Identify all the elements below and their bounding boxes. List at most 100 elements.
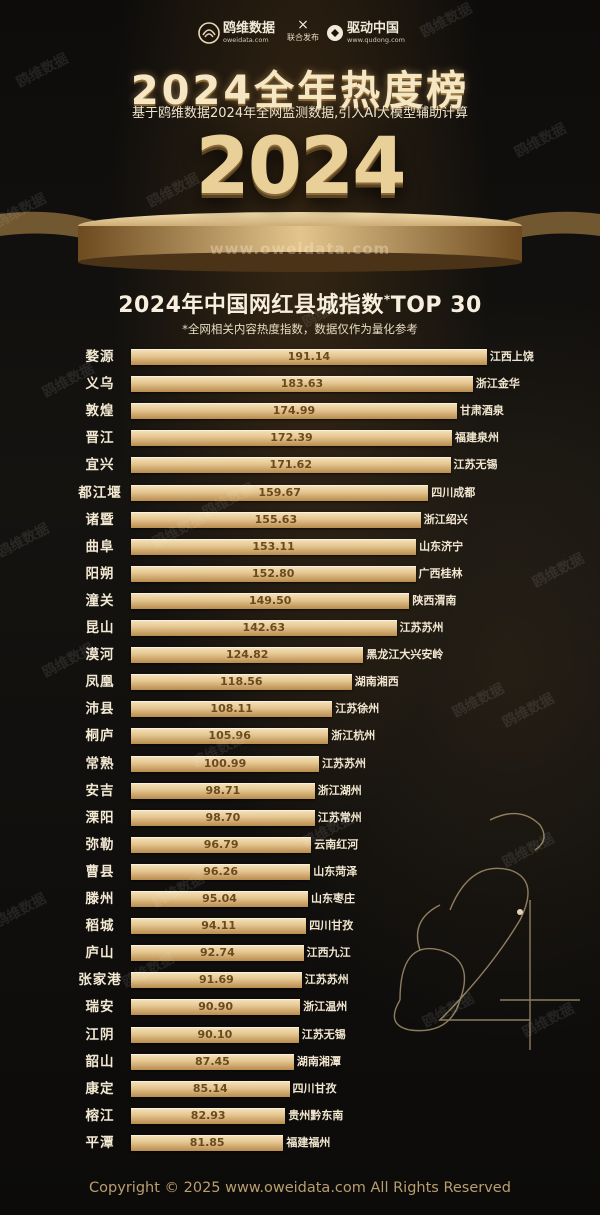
table-row: 江阴 90.10 江苏无锡 [0,1024,600,1046]
chart-title-tail: TOP 30 [390,293,482,318]
city-label: 曹县 [85,863,115,880]
region-label: 福建泉州 [454,431,499,445]
region-label: 江苏常州 [317,810,362,824]
table-row: 阳朔 152.80 广西桂林 [0,563,600,585]
qudong-logo-icon [327,25,343,41]
region-label: 浙江杭州 [331,729,376,743]
region-label: 湖南湘西 [354,675,399,689]
bar [131,836,312,853]
bar-value-label: 172.39 [270,431,313,445]
chart-title-star: * [383,292,391,307]
city-label: 漠河 [85,647,115,664]
table-row: 桐庐 105.96 浙江杭州 [0,725,600,747]
city-label: 滕州 [85,891,115,907]
region-label: 四川成都 [431,485,476,499]
bar [131,349,487,365]
bar-value-label: 90.90 [198,1000,234,1014]
city-label: 晋江 [85,430,115,447]
bar [131,565,416,582]
bar-value-label: 92.74 [199,946,235,960]
bar-value-label: 100.99 [203,756,247,770]
table-row: 潼关 149.50 陕西渭南 [0,590,600,612]
year-3d-text: 2024 [195,122,406,212]
bar-value-label: 96.26 [203,864,239,878]
city-label: 曲阜 [85,538,115,555]
bar [131,1107,286,1124]
bar [131,728,329,745]
city-label: 庐山 [85,945,115,962]
decorative-swirl-graphic [393,812,580,1050]
city-label: 江阴 [85,1026,115,1043]
pedestal-stage [0,211,600,272]
bar-value-label: 108.11 [210,702,253,716]
city-label: 昆山 [85,620,115,636]
brand-left-name: 鸥维数据 [223,21,276,36]
bar [131,1134,284,1151]
bar [131,891,308,907]
table-row: 诸暨 155.63 浙江绍兴 [0,509,600,531]
page-title: 2024全年热度榜 [130,68,470,114]
table-row: 常熟 100.99 江苏苏州 [0,753,600,775]
bar-value-label: 87.45 [195,1054,230,1068]
bar-value-label: 152.80 [252,566,295,580]
region-label: 黑龙江大兴安岭 [366,648,444,662]
bar-value-label: 90.10 [197,1027,233,1041]
bar [131,484,429,501]
table-row: 平潭 81.85 福建福州 [0,1132,600,1154]
table-row: 沛县 108.11 江苏徐州 [0,698,600,720]
table-row: 宜兴 171.62 江苏无锡 [0,454,600,476]
table-row: 庐山 92.74 江西九江 [0,942,600,964]
bar-value-label: 94.11 [201,919,236,933]
bar [131,457,451,474]
city-label: 平潭 [85,1134,115,1151]
joint-label: 联合发布 [287,33,319,42]
table-row: 凤凰 118.56 湖南湘西 [0,671,600,693]
bar-value-label: 171.62 [269,458,312,472]
brand-right-name: 驱动中国 [347,21,400,36]
city-label: 诸暨 [85,511,115,528]
bar-value-label: 142.63 [242,621,285,634]
brand-right-url: www.qudong.com [347,36,405,44]
region-label: 湖南湘潭 [296,1054,341,1068]
bar [131,755,320,772]
city-label: 义乌 [85,376,115,393]
table-row: 滕州 95.04 山东枣庄 [0,888,600,910]
city-label: 阳朔 [85,565,115,582]
copyright-footer: Copyright © 2025 www.oweidata.com All Ri… [89,1180,511,1196]
brand-left-url: oweidata.com [223,36,269,44]
bar-value-label: 124.82 [225,648,269,662]
region-label: 江苏徐州 [335,702,380,716]
region-label: 江苏苏州 [322,756,367,770]
region-label: 浙江绍兴 [423,512,468,526]
bar [131,918,307,935]
region-label: 福建福州 [286,1135,331,1149]
bar-value-label: 155.63 [254,512,298,526]
brand-left: 鸥维数据 oweidata.com [198,18,275,48]
bar [131,863,311,880]
chart-title-main: 2024年中国网红县城指数 [118,293,384,318]
region-label: 浙江温州 [303,1000,348,1014]
region-label: 四川甘孜 [292,1081,337,1095]
joint-block: × 联合发布 [285,18,321,44]
brand-row: 鸥维数据 oweidata.com × 联合发布 驱动中国 www.qudong… [0,18,600,48]
region-label: 四川甘孜 [309,919,354,933]
region-label: 云南红河 [314,837,359,851]
bar [131,1080,290,1097]
bar [131,538,417,555]
city-label: 韶山 [85,1053,115,1070]
region-label: 山东济宁 [419,539,464,553]
page-subtitle: 基于鸥维数据2024年全网监测数据,引入AI大模型辅助计算 [132,106,468,121]
region-label: 江西九江 [306,946,351,960]
table-row: 康定 85.14 四川甘孜 [0,1078,600,1100]
bar [131,647,364,664]
table-row: 瑞安 90.90 浙江温州 [0,996,600,1018]
table-row: 溧阳 98.70 江苏常州 [0,807,600,829]
city-label: 张家港 [78,972,122,989]
region-label: 浙江湖州 [317,783,362,797]
table-row: 婺源 191.14 江西上饶 [0,346,600,368]
table-row: 曲阜 153.11 山东济宁 [0,536,600,558]
bar-value-label: 98.71 [205,783,241,797]
bar [131,376,473,393]
